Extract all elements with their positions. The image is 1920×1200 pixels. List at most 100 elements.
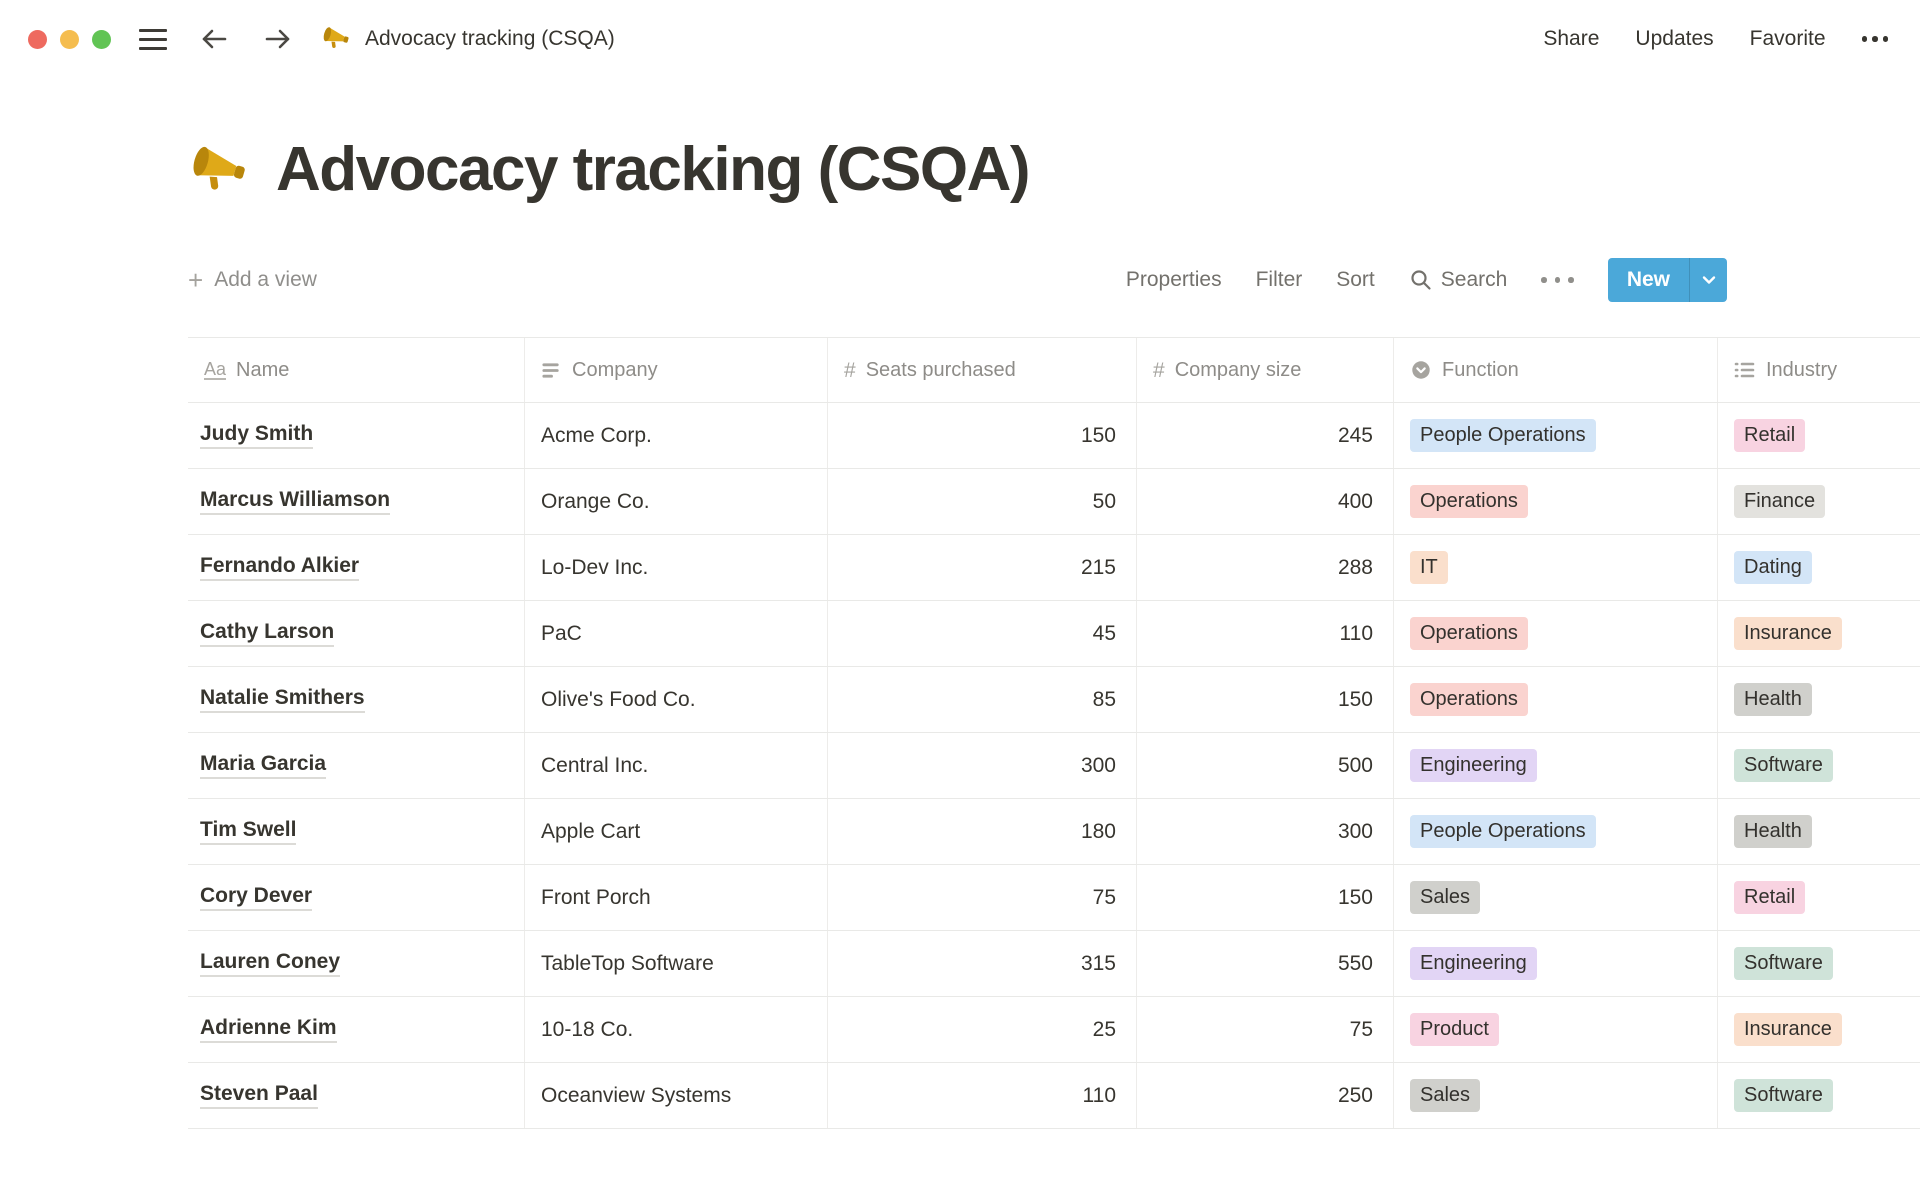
function-cell[interactable]: IT [1394,535,1718,600]
name-cell[interactable]: Judy Smith [188,403,525,468]
back-arrow-icon[interactable] [197,23,231,55]
filter-button[interactable]: Filter [1255,268,1303,291]
name-cell[interactable]: Fernando Alkier [188,535,525,600]
updates-button[interactable]: Updates [1635,27,1714,50]
name-cell[interactable]: Steven Paal [188,1063,525,1128]
company-cell[interactable]: Central Inc. [525,733,828,798]
name-cell[interactable]: Adrienne Kim [188,997,525,1062]
column-header-company-size[interactable]: # Company size [1137,338,1394,402]
record-name-link[interactable]: Marcus Williamson [200,488,391,515]
company-size-cell[interactable]: 500 [1137,733,1394,798]
page-title[interactable]: Advocacy tracking (CSQA) [276,135,1031,204]
company-cell[interactable]: PaC [525,601,828,666]
company-size-cell[interactable]: 150 [1137,865,1394,930]
seats-purchased-cell[interactable]: 315 [828,931,1137,996]
function-cell[interactable]: Sales [1394,865,1718,930]
minimize-window-button[interactable] [60,29,79,49]
name-cell[interactable]: Natalie Smithers [188,667,525,732]
function-cell[interactable]: Engineering [1394,931,1718,996]
more-options-icon[interactable] [1861,36,1888,42]
seats-purchased-cell[interactable]: 180 [828,799,1137,864]
name-cell[interactable]: Marcus Williamson [188,469,525,534]
company-cell[interactable]: 10-18 Co. [525,997,828,1062]
record-name-link[interactable]: Adrienne Kim [200,1016,337,1043]
industry-cell[interactable]: Retail [1718,403,1920,468]
column-header-industry[interactable]: Industry [1718,338,1920,402]
function-cell[interactable]: Sales [1394,1063,1718,1128]
function-cell[interactable]: Operations [1394,601,1718,666]
company-size-cell[interactable]: 400 [1137,469,1394,534]
seats-purchased-cell[interactable]: 45 [828,601,1137,666]
column-header-function[interactable]: Function [1394,338,1718,402]
record-name-link[interactable]: Cathy Larson [200,620,335,647]
seats-purchased-cell[interactable]: 75 [828,865,1137,930]
company-size-cell[interactable]: 250 [1137,1063,1394,1128]
search-button[interactable]: Search [1409,268,1507,292]
add-view-button[interactable]: + Add a view [188,267,317,293]
record-name-link[interactable]: Maria Garcia [200,752,327,779]
function-cell[interactable]: Operations [1394,667,1718,732]
record-name-link[interactable]: Lauren Coney [200,950,341,977]
forward-arrow-icon[interactable] [261,23,295,55]
company-cell[interactable]: TableTop Software [525,931,828,996]
seats-purchased-cell[interactable]: 110 [828,1063,1137,1128]
industry-cell[interactable]: Health [1718,799,1920,864]
sidebar-menu-icon[interactable] [139,28,167,50]
company-size-cell[interactable]: 110 [1137,601,1394,666]
new-button-chevron-icon[interactable] [1689,258,1727,302]
sort-button[interactable]: Sort [1336,268,1375,291]
maximize-window-button[interactable] [92,29,111,49]
close-window-button[interactable] [28,29,47,49]
company-size-cell[interactable]: 150 [1137,667,1394,732]
company-size-cell[interactable]: 288 [1137,535,1394,600]
name-cell[interactable]: Maria Garcia [188,733,525,798]
industry-cell[interactable]: Insurance [1718,601,1920,666]
favorite-button[interactable]: Favorite [1749,27,1826,50]
company-size-cell[interactable]: 550 [1137,931,1394,996]
function-cell[interactable]: People Operations [1394,403,1718,468]
record-name-link[interactable]: Judy Smith [200,422,314,449]
company-cell[interactable]: Front Porch [525,865,828,930]
name-cell[interactable]: Cathy Larson [188,601,525,666]
record-name-link[interactable]: Fernando Alkier [200,554,360,581]
record-name-link[interactable]: Cory Dever [200,884,313,911]
record-name-link[interactable]: Tim Swell [200,818,297,845]
column-header-seats-purchased[interactable]: # Seats purchased [828,338,1137,402]
industry-cell[interactable]: Insurance [1718,997,1920,1062]
company-cell[interactable]: Orange Co. [525,469,828,534]
seats-purchased-cell[interactable]: 85 [828,667,1137,732]
function-cell[interactable]: People Operations [1394,799,1718,864]
name-cell[interactable]: Tim Swell [188,799,525,864]
new-button[interactable]: New [1626,268,1670,291]
share-button[interactable]: Share [1543,27,1600,50]
toolbar-more-icon[interactable] [1541,277,1574,283]
seats-purchased-cell[interactable]: 300 [828,733,1137,798]
name-cell[interactable]: Lauren Coney [188,931,525,996]
industry-cell[interactable]: Dating [1718,535,1920,600]
industry-cell[interactable]: Retail [1718,865,1920,930]
column-header-company[interactable]: Company [525,338,828,402]
company-cell[interactable]: Apple Cart [525,799,828,864]
page-megaphone-icon[interactable] [188,134,254,205]
record-name-link[interactable]: Natalie Smithers [200,686,365,713]
seats-purchased-cell[interactable]: 25 [828,997,1137,1062]
industry-cell[interactable]: Software [1718,733,1920,798]
company-size-cell[interactable]: 245 [1137,403,1394,468]
function-cell[interactable]: Product [1394,997,1718,1062]
industry-cell[interactable]: Software [1718,931,1920,996]
company-size-cell[interactable]: 300 [1137,799,1394,864]
company-cell[interactable]: Oceanview Systems [525,1063,828,1128]
function-cell[interactable]: Engineering [1394,733,1718,798]
seats-purchased-cell[interactable]: 215 [828,535,1137,600]
company-size-cell[interactable]: 75 [1137,997,1394,1062]
company-cell[interactable]: Lo-Dev Inc. [525,535,828,600]
seats-purchased-cell[interactable]: 150 [828,403,1137,468]
properties-button[interactable]: Properties [1125,268,1222,291]
industry-cell[interactable]: Finance [1718,469,1920,534]
industry-cell[interactable]: Health [1718,667,1920,732]
column-header-name[interactable]: Aa Name [188,338,525,402]
record-name-link[interactable]: Steven Paal [200,1082,318,1109]
company-cell[interactable]: Olive's Food Co. [525,667,828,732]
breadcrumb[interactable]: Advocacy tracking (CSQA) [321,21,615,58]
name-cell[interactable]: Cory Dever [188,865,525,930]
